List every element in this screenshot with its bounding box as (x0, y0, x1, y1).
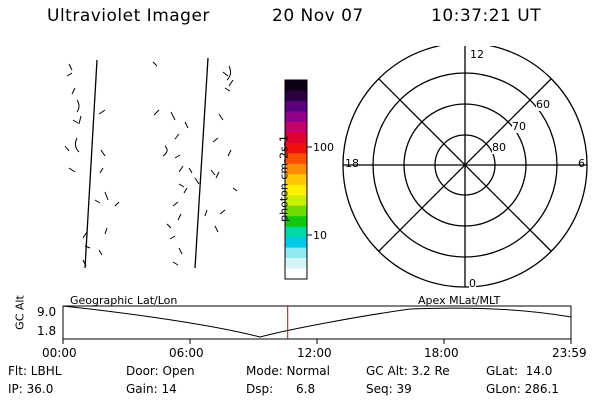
mlt-label-18: 18 (345, 157, 359, 170)
orbit-altitude-plot (62, 305, 572, 344)
colorbar-cell (285, 216, 307, 228)
colorbar-cell (285, 80, 307, 92)
colorbar-cell (285, 90, 307, 102)
observation-time: 10:37:21 UT (431, 6, 542, 26)
mlt-label-6: 6 (578, 157, 585, 170)
orbit-y-tick-min: 1.8 (37, 324, 57, 338)
time-tick-0600: 06:00 (169, 346, 204, 360)
time-tick-1800: 18:00 (424, 346, 459, 360)
mlat-label-60: 60 (536, 98, 550, 111)
intensity-colorbar (284, 79, 312, 280)
status-mode: Mode: Normal (246, 364, 330, 378)
status-dsp: Dsp: 6.8 (246, 382, 316, 396)
colorbar-tick-10: 10 (313, 229, 327, 242)
status-ip: IP: 36.0 (8, 382, 54, 396)
observation-date: 20 Nov 07 (272, 6, 364, 26)
colorbar-frame (284, 79, 308, 280)
orbit-time-ticks (62, 339, 572, 344)
colorbar-gradient (285, 80, 307, 280)
status-gc-alt: GC Alt: 3.2 Re (366, 364, 450, 378)
polar-plot (342, 46, 588, 288)
mlt-label-12: 12 (470, 48, 484, 61)
orbit-y-tick-max: 9.0 (37, 305, 57, 319)
status-seq: Seq: 39 (366, 382, 412, 396)
auroral-traces (64, 61, 238, 267)
orbit-plot-frame (62, 305, 572, 340)
colorbar-cell (285, 237, 307, 249)
apex-label: Apex MLat/MLT (418, 294, 501, 307)
colorbar-cell (285, 100, 307, 113)
geographic-image (64, 57, 238, 269)
status-door: Door: Open (126, 364, 195, 378)
geographic-meridian-line (194, 57, 209, 269)
colorbar-cell (285, 205, 307, 217)
time-tick-2359: 23:59 (552, 346, 587, 360)
mlat-label-80: 80 (492, 141, 506, 154)
colorbar-cell (285, 142, 307, 154)
colorbar-unit-label: photon cm-2s-1 (277, 135, 291, 222)
mlat-label-70: 70 (512, 120, 526, 133)
orbit-y-label: GC Alt (13, 295, 27, 330)
colorbar-tick-100: 100 (313, 141, 334, 154)
colorbar-cell (285, 174, 307, 186)
colorbar-cell (285, 195, 307, 207)
colorbar-cell (285, 163, 307, 175)
colorbar-cell (285, 121, 307, 133)
geographic-label: Geographic Lat/Lon (70, 294, 178, 307)
colorbar-cell (285, 184, 307, 196)
status-gain: Gain: 14 (126, 382, 177, 396)
instrument-title: Ultraviolet Imager (47, 6, 210, 26)
status-flt: Flt: LBHL (8, 364, 62, 378)
status-glat: GLat: 14.0 (486, 364, 553, 378)
colorbar-cell (285, 111, 307, 123)
colorbar-cell (285, 153, 307, 165)
orbit-altitude-curve (62, 305, 572, 338)
status-glon: GLon: 286.1 (486, 382, 559, 396)
colorbar-cell (285, 132, 307, 144)
colorbar-cell (285, 247, 307, 259)
colorbar-cell (285, 258, 307, 270)
mlt-label-0: 0 (469, 277, 476, 290)
time-tick-1200: 12:00 (297, 346, 332, 360)
time-tick-0000: 00:00 (42, 346, 77, 360)
colorbar-cell (285, 268, 307, 280)
colorbar-cell (285, 226, 307, 238)
polar-meridian (378, 78, 552, 252)
geographic-meridian-line (84, 59, 98, 269)
